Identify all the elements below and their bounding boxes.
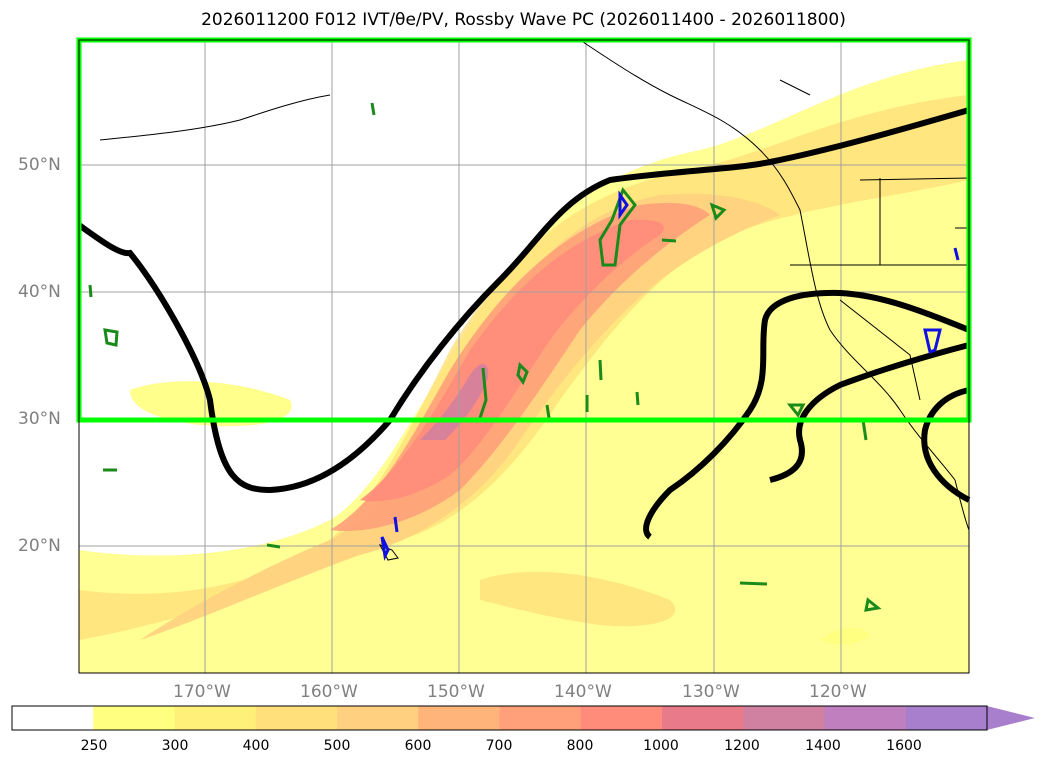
colorbar-label-1400: 1400: [805, 738, 841, 754]
pv-blue-contours: [380, 190, 960, 561]
theta-e-contours: [77, 107, 971, 540]
lat-label-50n: 50°N: [18, 155, 61, 175]
colorbar-label-1600: 1600: [886, 738, 922, 754]
lon-label-130w: 130°W: [682, 682, 740, 702]
lat-label-30n: 30°N: [18, 409, 61, 429]
colorbar-label-250: 250: [80, 738, 108, 754]
lon-label-160w: 160°W: [300, 682, 358, 702]
colorbar-label-400: 400: [242, 738, 270, 754]
colorbar-label-500: 500: [323, 738, 351, 754]
colorbar-label-300: 300: [161, 738, 189, 754]
figure-title: 2026011200 F012 IVT/θe/PV, Rossby Wave P…: [201, 10, 846, 30]
lat-label-40n: 40°N: [18, 282, 61, 302]
colorbar-label-1200: 1200: [724, 738, 760, 754]
lon-label-150w: 150°W: [427, 682, 485, 702]
lon-label-140w: 140°W: [554, 682, 612, 702]
colorbar-label-600: 600: [404, 738, 432, 754]
lon-label-170w: 170°W: [173, 682, 231, 702]
colorbar-label-700: 700: [485, 738, 513, 754]
pv-green-contours: [88, 102, 882, 612]
map-frame: [78, 39, 970, 674]
colorbar-label-800: 800: [566, 738, 594, 754]
lon-label-120w: 120°W: [809, 682, 867, 702]
colorbar-label-1000: 1000: [643, 738, 679, 754]
lat-label-20n: 20°N: [18, 536, 61, 556]
